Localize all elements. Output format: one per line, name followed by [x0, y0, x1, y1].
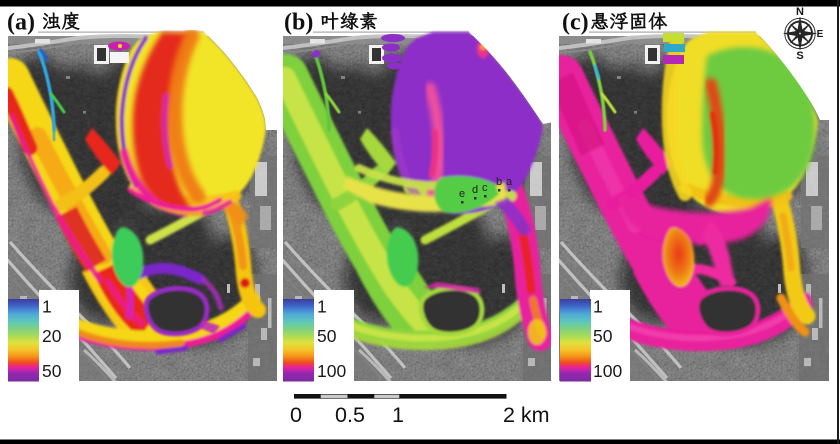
- svg-text:1: 1: [593, 297, 603, 317]
- svg-text:0: 0: [290, 403, 302, 427]
- svg-text:1: 1: [392, 403, 404, 427]
- svg-text:2 km: 2 km: [503, 403, 550, 427]
- svg-text:S: S: [796, 50, 803, 62]
- svg-text:a: a: [506, 176, 513, 188]
- svg-text:(b): (b): [284, 10, 313, 36]
- svg-text:50: 50: [42, 361, 62, 381]
- svg-text:N: N: [796, 6, 804, 18]
- svg-text:c: c: [482, 182, 488, 194]
- svg-text:1: 1: [317, 297, 327, 317]
- svg-text:(c): (c): [562, 10, 589, 36]
- svg-text:1: 1: [42, 297, 52, 317]
- svg-text:(a): (a): [7, 10, 35, 36]
- svg-text:d: d: [472, 184, 478, 196]
- svg-text:E: E: [817, 29, 824, 40]
- svg-text:b: b: [496, 176, 502, 188]
- svg-text:50: 50: [593, 326, 613, 346]
- svg-text:100: 100: [317, 361, 346, 381]
- svg-text:0.5: 0.5: [335, 403, 365, 427]
- svg-text:50: 50: [317, 326, 337, 346]
- svg-text:e: e: [459, 188, 465, 200]
- svg-text:20: 20: [42, 326, 62, 346]
- svg-text:100: 100: [593, 361, 622, 381]
